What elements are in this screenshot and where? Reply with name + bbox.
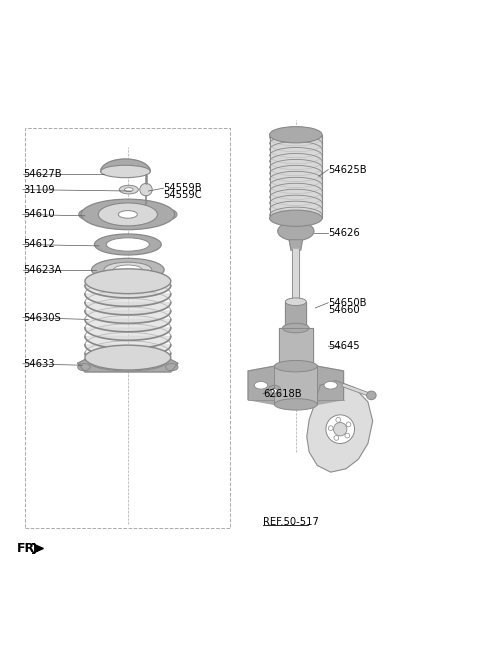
Ellipse shape <box>98 203 157 226</box>
Ellipse shape <box>85 345 171 370</box>
Ellipse shape <box>124 188 133 192</box>
Ellipse shape <box>278 222 314 241</box>
Polygon shape <box>85 285 171 298</box>
Ellipse shape <box>270 127 322 143</box>
Polygon shape <box>289 239 302 250</box>
Polygon shape <box>248 366 275 404</box>
Ellipse shape <box>119 185 138 194</box>
Polygon shape <box>85 294 171 306</box>
Ellipse shape <box>334 436 339 440</box>
Text: REF.50-517: REF.50-517 <box>263 517 319 527</box>
Text: 54660: 54660 <box>328 305 360 315</box>
Text: 54610: 54610 <box>23 209 55 219</box>
Text: 54650B: 54650B <box>328 298 367 308</box>
Text: 54559C: 54559C <box>164 190 202 200</box>
Ellipse shape <box>279 361 313 371</box>
Ellipse shape <box>101 165 150 178</box>
Ellipse shape <box>81 199 175 230</box>
Ellipse shape <box>326 415 355 443</box>
Polygon shape <box>78 358 178 372</box>
Polygon shape <box>85 319 171 332</box>
Text: 54559B: 54559B <box>164 183 202 193</box>
Text: 54626: 54626 <box>328 228 360 237</box>
Polygon shape <box>101 159 150 171</box>
Ellipse shape <box>275 360 317 372</box>
Ellipse shape <box>345 433 350 438</box>
Ellipse shape <box>85 269 171 294</box>
Ellipse shape <box>166 363 178 371</box>
Ellipse shape <box>285 298 306 306</box>
Polygon shape <box>85 328 171 340</box>
Polygon shape <box>85 345 171 358</box>
Ellipse shape <box>324 381 337 389</box>
Polygon shape <box>275 366 317 404</box>
Text: 54627B: 54627B <box>23 169 61 179</box>
Polygon shape <box>292 249 299 302</box>
Text: 54645: 54645 <box>328 341 360 351</box>
Text: 54633: 54633 <box>23 359 54 369</box>
Polygon shape <box>85 354 171 366</box>
Text: 54623A: 54623A <box>23 265 61 275</box>
Text: 62618B: 62618B <box>263 389 301 399</box>
Ellipse shape <box>79 210 93 219</box>
Ellipse shape <box>334 422 347 436</box>
Ellipse shape <box>107 238 149 251</box>
Polygon shape <box>270 134 322 218</box>
Ellipse shape <box>254 381 268 389</box>
Polygon shape <box>85 302 171 315</box>
Text: 54625B: 54625B <box>328 165 367 174</box>
Ellipse shape <box>336 417 341 422</box>
Ellipse shape <box>346 422 351 427</box>
Ellipse shape <box>272 388 277 394</box>
Polygon shape <box>317 366 344 404</box>
Ellipse shape <box>118 211 137 218</box>
Polygon shape <box>85 311 171 323</box>
Text: 31109: 31109 <box>23 184 55 195</box>
Polygon shape <box>307 380 372 472</box>
Text: 54612: 54612 <box>23 239 55 249</box>
Ellipse shape <box>95 234 161 255</box>
Ellipse shape <box>282 323 309 333</box>
Ellipse shape <box>114 265 142 275</box>
Ellipse shape <box>89 352 167 371</box>
Ellipse shape <box>328 426 333 430</box>
Ellipse shape <box>104 262 152 277</box>
Text: FR.: FR. <box>17 542 40 555</box>
Ellipse shape <box>140 184 152 195</box>
Ellipse shape <box>92 258 164 281</box>
Text: 54630S: 54630S <box>23 312 60 323</box>
Ellipse shape <box>268 385 281 397</box>
Polygon shape <box>279 328 313 366</box>
Ellipse shape <box>105 355 151 367</box>
Ellipse shape <box>270 210 322 226</box>
Polygon shape <box>33 544 43 553</box>
Ellipse shape <box>78 363 90 371</box>
Ellipse shape <box>367 391 376 400</box>
Polygon shape <box>85 337 171 349</box>
Ellipse shape <box>275 399 317 410</box>
Ellipse shape <box>163 210 177 219</box>
Bar <box>25 127 230 529</box>
Polygon shape <box>285 302 306 328</box>
